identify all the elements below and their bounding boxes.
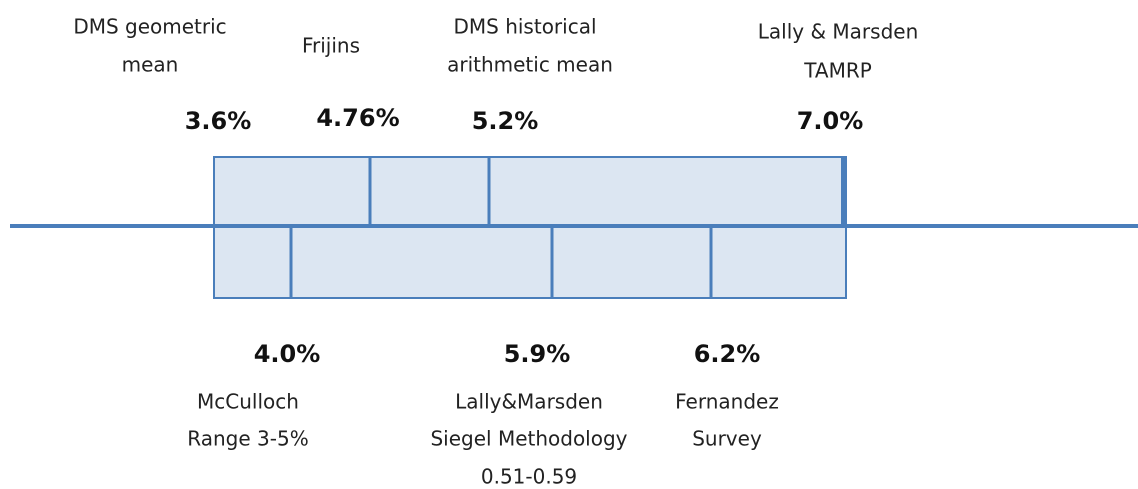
- label: Lally&Marsden: [455, 390, 603, 414]
- value: 5.2%: [472, 107, 539, 135]
- label: Frijins: [302, 34, 360, 58]
- upper-box: [213, 156, 847, 227]
- label: Survey: [692, 427, 762, 451]
- value: 3.6%: [185, 107, 252, 135]
- value: 4.0%: [254, 340, 321, 368]
- value: 4.76%: [316, 104, 399, 132]
- label: mean: [122, 53, 179, 77]
- label: Siegel Methodology: [430, 427, 627, 451]
- label: Fernandez: [675, 390, 779, 414]
- value: 6.2%: [694, 340, 761, 368]
- label: DMS historical: [453, 15, 596, 39]
- label: arithmetic mean: [447, 53, 613, 77]
- label: McCulloch: [197, 390, 299, 414]
- label: TAMRP: [803, 59, 872, 83]
- label: Range 3-5%: [187, 427, 308, 451]
- label: 0.51-0.59: [481, 465, 577, 489]
- label: DMS geometric: [73, 15, 226, 39]
- lower-box: [213, 225, 847, 299]
- value: 7.0%: [797, 107, 864, 135]
- label: Lally & Marsden: [758, 20, 919, 44]
- value: 5.9%: [504, 340, 571, 368]
